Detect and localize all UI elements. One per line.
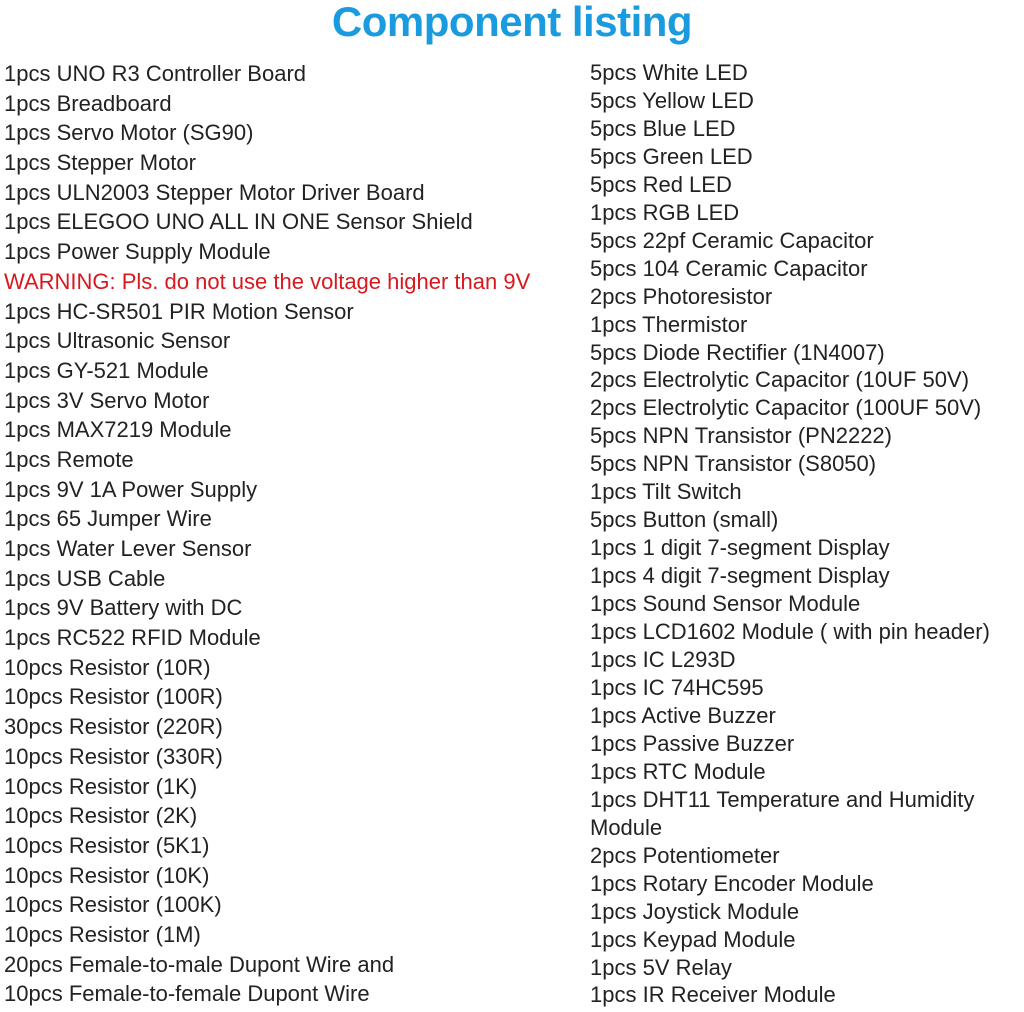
component-item: 10pcs Resistor (2K) xyxy=(4,803,198,829)
page-title: Component listing xyxy=(331,0,693,45)
component-item: 2pcs Photoresistor xyxy=(590,283,773,309)
component-item: 2pcs Electrolytic Capacitor (100UF 50V) xyxy=(590,395,982,421)
component-item: 10pcs Resistor (1K) xyxy=(4,773,198,799)
component-item: 1pcs RC522 RFID Module xyxy=(4,625,261,651)
component-item: 1pcs 9V 1A Power Supply xyxy=(4,476,258,502)
component-item: 1pcs Keypad Module xyxy=(590,926,796,952)
component-item: 20pcs Female-to-male Dupont Wire and xyxy=(4,951,395,977)
component-item: 5pcs NPN Transistor (S8050) xyxy=(590,451,877,477)
component-item: 1pcs GY-521 Module xyxy=(4,357,209,383)
component-item: 1pcs ULN2003 Stepper Motor Driver Board xyxy=(4,179,425,205)
component-item: 1pcs UNO R3 Controller Board xyxy=(4,61,307,86)
component-item: 1pcs Stepper Motor xyxy=(4,150,196,176)
component-item: 1pcs IC 74HC595 xyxy=(590,674,764,700)
component-item: 1pcs IR Receiver Module xyxy=(590,982,836,1008)
component-item: 5pcs 22pf Ceramic Capacitor xyxy=(590,227,874,253)
component-item: 5pcs White LED xyxy=(590,60,748,85)
component-item: 1pcs Power Supply Module xyxy=(4,239,271,265)
component-item: 10pcs Resistor (330R) xyxy=(4,743,223,769)
component-item: 1pcs 4 digit 7-segment Display xyxy=(590,563,890,589)
component-item: 1pcs USB Cable xyxy=(4,565,166,591)
component-item: 1pcs Tilt Switch xyxy=(590,479,742,505)
component-item: 1pcs 1 digit 7-segment Display xyxy=(590,535,890,561)
warning-text: WARNING: Pls. do not use the voltage hig… xyxy=(4,268,531,294)
component-item: 5pcs Green LED xyxy=(590,143,753,169)
component-item: 1pcs LCD1602 Module ( with pin header) xyxy=(590,619,990,645)
component-item: 10pcs Resistor (5K1) xyxy=(4,832,210,858)
component-item: 1pcs 9V Battery with DC xyxy=(4,595,243,621)
component-item: 30pcs Resistor (220R) xyxy=(4,714,223,740)
component-item: 1pcs Thermistor xyxy=(590,311,748,337)
component-item: 1pcs MAX7219 Module xyxy=(4,417,232,443)
component-item: 1pcs Active Buzzer xyxy=(590,702,776,728)
component-item: 5pcs Red LED xyxy=(590,171,732,197)
component-item: 10pcs Resistor (1M) xyxy=(4,921,201,947)
component-item: 1pcs Water Lever Sensor xyxy=(4,536,252,561)
component-item: 1pcs Ultrasonic Sensor xyxy=(4,328,231,354)
component-item: 1pcs 3V Servo Motor xyxy=(4,387,210,413)
component-item: 10pcs Resistor (100R) xyxy=(4,684,223,710)
component-list-left: 1pcs UNO R3 Controller Board 1pcs Breadbo… xyxy=(4,59,530,1009)
component-item: 10pcs Resistor (100K) xyxy=(4,892,222,918)
component-list-right: 5pcs White LED 5pcs Yellow LED 5pcs Blue L… xyxy=(590,59,1015,1009)
component-item: 2pcs Electrolytic Capacitor (10UF 50V) xyxy=(590,367,970,393)
component-item: 1pcs Remote xyxy=(4,446,134,472)
component-item: 5pcs 104 Ceramic Capacitor xyxy=(590,255,868,281)
component-item: 10pcs Resistor (10R) xyxy=(4,654,211,680)
component-item: 5pcs Button (small) xyxy=(590,507,779,533)
component-item: 5pcs Yellow LED xyxy=(590,87,754,113)
component-item: 5pcs Diode Rectifier (1N4007) xyxy=(590,339,885,365)
component-item: 5pcs Blue LED xyxy=(590,115,736,141)
component-item: 1pcs Joystick Module xyxy=(590,898,800,924)
component-item: 1pcs 65 Jumper Wire xyxy=(4,506,212,532)
component-item: 1pcs RTC Module xyxy=(590,758,766,784)
component-item: 1pcs Sound Sensor Module xyxy=(590,591,861,617)
component-item: 10pcs Female-to-female Dupont Wire xyxy=(4,981,370,1007)
component-item: 10pcs Resistor (10K) xyxy=(4,862,210,888)
component-item: 1pcs IC L293D xyxy=(590,647,736,673)
component-item: 2pcs Potentiometer xyxy=(590,842,780,868)
component-item: 1pcs ELEGOO UNO ALL IN ONE Sensor Shield xyxy=(4,209,473,235)
component-item: 1pcs DHT11 Temperature and Humidity Modu… xyxy=(590,786,975,840)
component-item: 1pcs Breadboard xyxy=(4,90,172,116)
component-item: 1pcs HC-SR501 PIR Motion Sensor xyxy=(4,298,354,324)
component-item: 1pcs 5V Relay xyxy=(590,954,732,980)
component-item: 1pcs Servo Motor (SG90) xyxy=(4,120,254,146)
component-item: 1pcs Passive Buzzer xyxy=(590,730,795,756)
component-item: 1pcs Rotary Encoder Module xyxy=(590,870,874,896)
component-item: 5pcs NPN Transistor (PN2222) xyxy=(590,423,892,449)
component-item: 1pcs RGB LED xyxy=(590,199,740,225)
